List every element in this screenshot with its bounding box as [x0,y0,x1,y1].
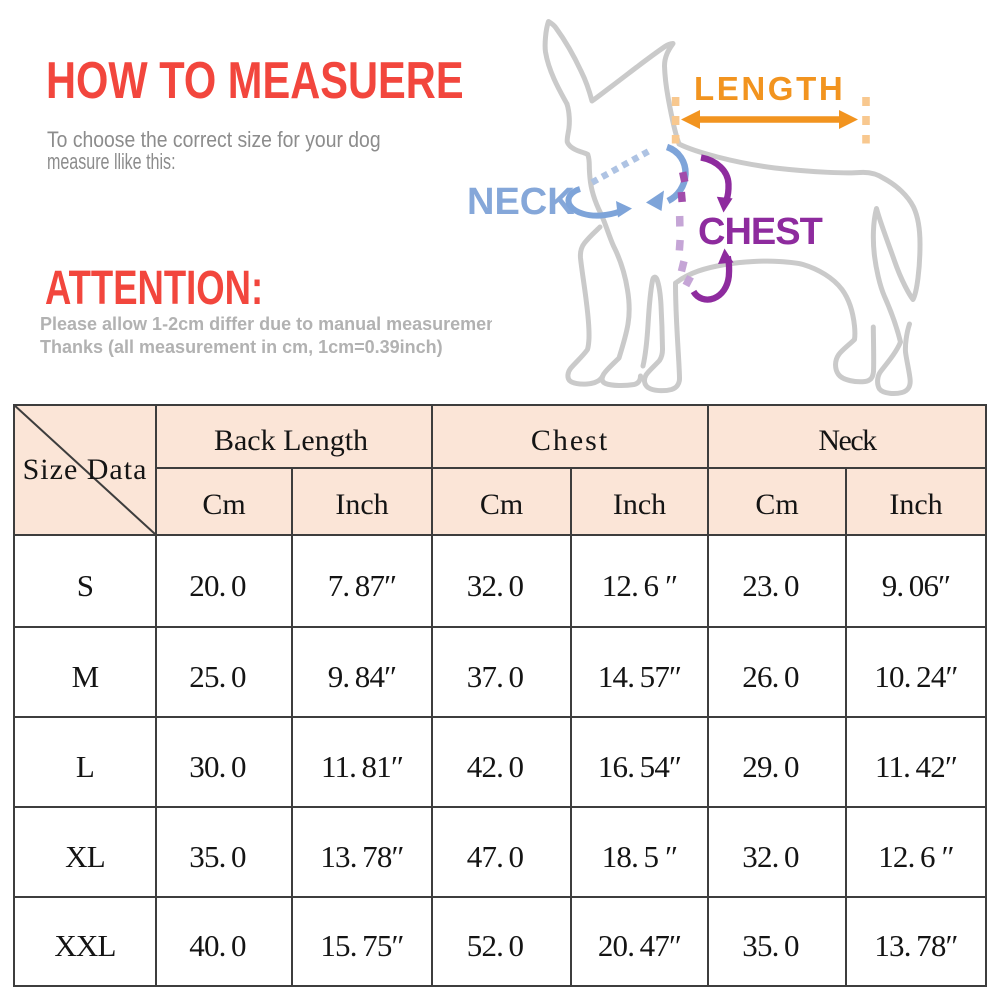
svg-text:NECK: NECK [467,181,575,223]
svg-text:CHEST: CHEST [698,211,823,253]
svg-text:LENGTH: LENGTH [694,70,845,107]
